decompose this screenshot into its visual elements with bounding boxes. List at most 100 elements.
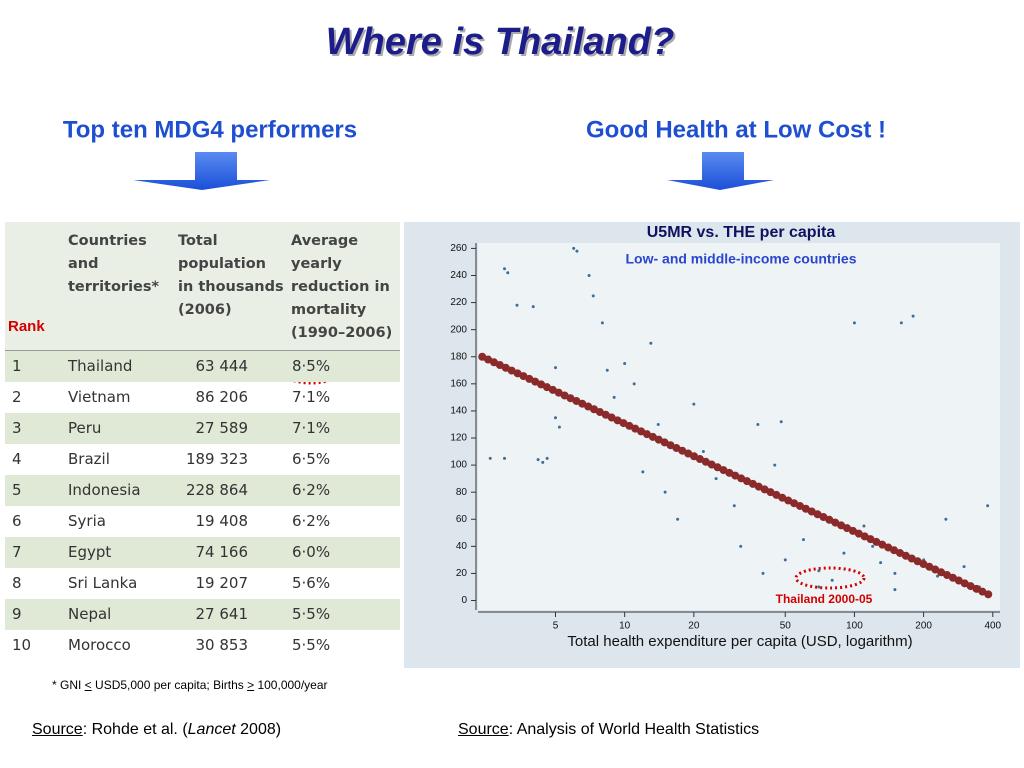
table-cell: 5·5% xyxy=(292,636,331,654)
table: Countries and territories* Total populat… xyxy=(5,222,400,661)
y-tick-label: 260 xyxy=(450,243,467,254)
scatter-point xyxy=(911,314,915,318)
scatter-point xyxy=(830,578,834,582)
table-cell: Sri Lanka xyxy=(68,574,138,592)
table-row: 4 Brazil 189 323 6·5% xyxy=(5,444,400,475)
scatter-point xyxy=(962,565,966,569)
y-tick-label: 100 xyxy=(450,460,467,471)
source-text: : Rohde et al. ( xyxy=(82,721,188,738)
table-cell: 74 166 xyxy=(195,543,249,561)
left-heading: Top ten MDG4 performers xyxy=(63,116,357,143)
scatter-point xyxy=(773,463,777,467)
scatter-point xyxy=(572,246,576,250)
scatter-point xyxy=(663,490,667,494)
scatter-point xyxy=(893,588,897,592)
column-header: Countries and territories* xyxy=(68,233,160,295)
title: Where is Thailand? xyxy=(326,21,674,63)
table-cell: 9 xyxy=(12,605,22,623)
table-row: 6 Syria 19 408 6·2% xyxy=(5,506,400,537)
scatter-point xyxy=(488,456,492,460)
x-axis-label: Total health expenditure per capita (USD… xyxy=(567,633,912,650)
table-row: 1 Thailand 63 444 8·5% xyxy=(5,351,400,382)
table-cell: Syria xyxy=(68,512,106,530)
highlight xyxy=(794,566,866,590)
table-cell: 27 589 xyxy=(195,419,249,437)
scatter-point xyxy=(587,274,591,278)
footnote-part: 100,000/year xyxy=(254,678,328,692)
table-cell: 7·1% xyxy=(292,388,331,406)
column-header: Total population in thousands (2006) xyxy=(178,233,284,318)
scatter-point xyxy=(557,425,561,429)
scatter-point xyxy=(545,456,549,460)
scatter-point xyxy=(649,341,653,345)
footnote: * GNI < USD5,000 per capita; Births > 10… xyxy=(52,678,328,692)
scatter-point xyxy=(701,450,705,454)
scatter-point xyxy=(506,271,510,275)
table-cell: 8·5% xyxy=(292,357,331,375)
y-tick-label: 80 xyxy=(456,487,468,498)
x-tick-label: 200 xyxy=(915,621,932,632)
y-tick-label: 0 xyxy=(461,595,467,606)
table-cell: 3 xyxy=(12,419,22,437)
x-tick-label: 50 xyxy=(780,621,792,632)
source-label: Source xyxy=(458,721,509,738)
scatter-point xyxy=(986,504,990,508)
table-cell: Morocco xyxy=(68,636,131,654)
footnote-part: > xyxy=(247,678,255,692)
source-journal: Lancet xyxy=(187,721,236,738)
trend-dots xyxy=(478,352,997,601)
table-cell: 19 207 xyxy=(195,574,249,592)
table-row: 3 Peru 27 589 7·1% xyxy=(5,413,400,444)
table-cell: 189 323 xyxy=(185,450,248,468)
arrow xyxy=(667,152,774,190)
scatter-point xyxy=(632,382,636,386)
table-cell: 6·2% xyxy=(292,512,331,530)
table-cell: 86 206 xyxy=(195,388,249,406)
scatter-point xyxy=(600,321,604,325)
table-row: 5 Indonesia 228 864 6·2% xyxy=(5,475,400,506)
table-cell: 6·0% xyxy=(292,543,331,561)
scatter-point xyxy=(871,544,875,548)
chart-subtitle: Low- and middle-income countries xyxy=(625,251,856,267)
y-tick-label: 140 xyxy=(450,406,467,417)
scatter-point xyxy=(641,470,645,474)
y-tick-label: 160 xyxy=(450,378,467,389)
table-cell: 10 xyxy=(12,636,32,654)
scatter-point xyxy=(553,366,557,370)
x-tick-label: 5 xyxy=(553,621,559,632)
scatter-point xyxy=(714,477,718,481)
scatter-point xyxy=(756,422,760,426)
y-tick-label: 60 xyxy=(456,514,468,525)
source-label: Source xyxy=(32,721,83,738)
table-cell: 19 408 xyxy=(195,512,249,530)
scatter-point xyxy=(623,362,627,366)
table-cell: Brazil xyxy=(68,450,110,468)
scatter-point xyxy=(605,368,609,372)
table-cell: 4 xyxy=(12,450,22,468)
table-cell: 8 xyxy=(12,574,22,592)
scatter-point xyxy=(591,294,595,298)
scatter-point xyxy=(732,504,736,508)
scatter-point xyxy=(612,395,616,399)
y-tick-label: 240 xyxy=(450,270,467,281)
table-cell: 6·2% xyxy=(292,481,331,499)
column-header: Average yearly reduction in mortality (1… xyxy=(291,233,393,341)
y-tick-label: 20 xyxy=(456,568,468,579)
scatter-point xyxy=(739,544,743,548)
scatter-point xyxy=(676,517,680,521)
footnote-part: * GNI xyxy=(52,678,85,692)
table-cell: 5·5% xyxy=(292,605,331,623)
table-cell: 27 641 xyxy=(195,605,249,623)
table-cell: 2 xyxy=(12,388,22,406)
scatter-point xyxy=(779,420,783,424)
source: Source: Analysis of World Health Statist… xyxy=(458,721,759,739)
y-tick-label: 180 xyxy=(450,351,467,362)
table-row: 2 Vietnam 86 206 7·1% xyxy=(5,382,400,413)
table-row: 7 Egypt 74 166 6·0% xyxy=(5,537,400,568)
scatter-point xyxy=(531,305,535,309)
table-cell: 1 xyxy=(12,357,22,375)
scatter-point xyxy=(817,569,821,573)
scatter-point xyxy=(817,585,821,589)
table-header: Countries and territories* Total populat… xyxy=(5,222,400,351)
